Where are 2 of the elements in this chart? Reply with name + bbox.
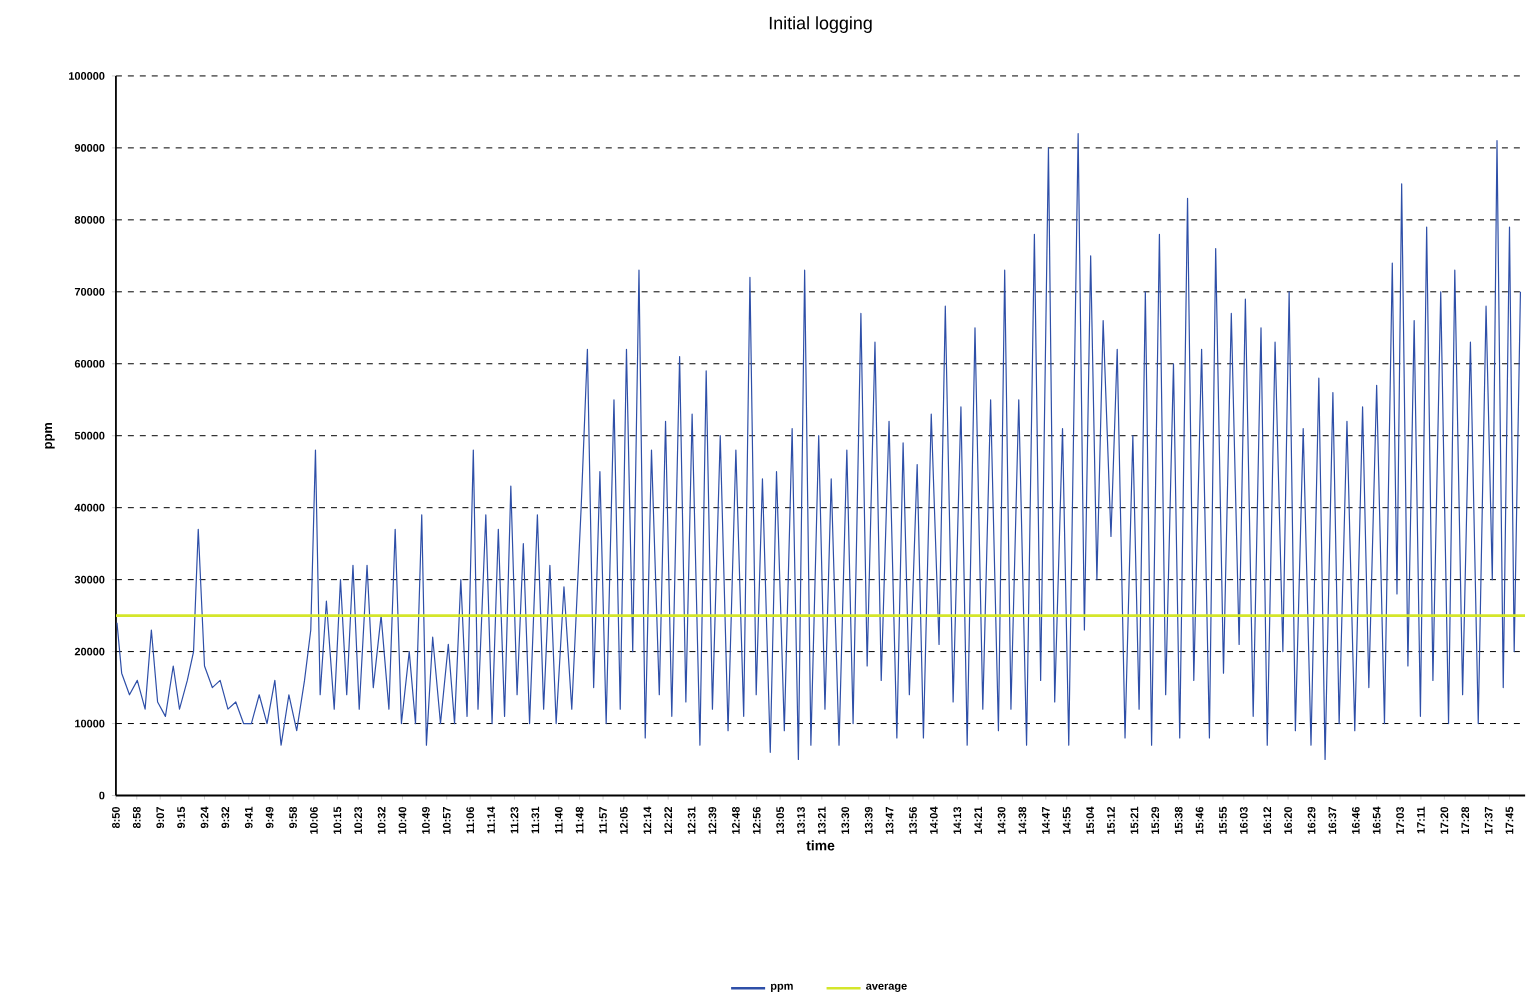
- chart-title: Initial logging: [769, 15, 872, 33]
- line-series: [116, 132, 1522, 760]
